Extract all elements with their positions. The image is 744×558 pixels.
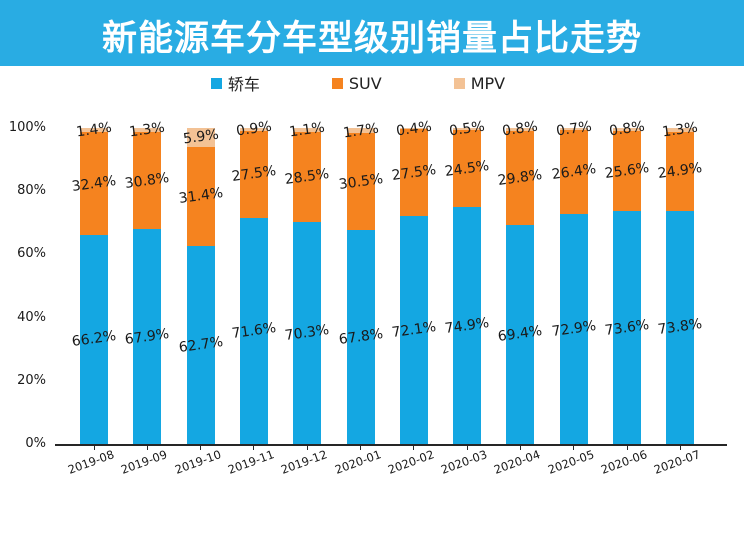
bar-segment-SUV-2020-05 bbox=[559, 130, 588, 214]
bar-segment-MPV-2020-06 bbox=[613, 128, 641, 131]
bar-segment-MPV-2020-02 bbox=[399, 128, 428, 130]
legend-label: MPV bbox=[470, 73, 506, 93]
x-tick-mark bbox=[146, 446, 148, 450]
bar-segment-MPV-2020-01 bbox=[346, 128, 375, 134]
y-tick-label: 80% bbox=[17, 183, 46, 199]
bar-segment-MPV-2019-09 bbox=[133, 128, 162, 133]
bar-segment-轿车-2020-07 bbox=[666, 210, 695, 444]
legend-label: SUV bbox=[348, 73, 382, 93]
chart-area: 0% 20% 40% 60% 80% 100% 66.2% 32.4% 1.4% 2019-08 6… bbox=[0, 100, 744, 558]
bar-segment-轿车-2020-01 bbox=[346, 229, 375, 444]
x-tick-mark bbox=[573, 446, 575, 450]
bar-segment-MPV-2019-10 bbox=[186, 128, 215, 147]
bar-segment-SUV-2020-06 bbox=[613, 130, 641, 212]
bar-segment-SUV-2020-04 bbox=[506, 130, 535, 225]
x-tick-mark bbox=[306, 446, 308, 450]
x-tick-mark bbox=[466, 446, 468, 450]
legend-item-MPV: MPV bbox=[453, 73, 506, 93]
bar-segment-MPV-2020-05 bbox=[559, 128, 588, 131]
y-tick-label: 20% bbox=[17, 372, 46, 388]
bar-segment-SUV-2019-08 bbox=[80, 132, 108, 235]
y-tick-label: 40% bbox=[17, 309, 46, 325]
x-tick-mark bbox=[200, 446, 202, 450]
x-tick-mark bbox=[253, 446, 255, 450]
x-tick-mark bbox=[413, 446, 415, 450]
y-tick-label: 60% bbox=[17, 246, 46, 262]
y-tick-label: 0% bbox=[25, 436, 46, 451]
bar-segment-SUV-2019-09 bbox=[133, 132, 162, 230]
legend-item-轿车: 轿车 bbox=[210, 71, 260, 95]
chart-title: 新能源车分车型级别销量占比走势 bbox=[101, 18, 642, 59]
legend-swatch-icon bbox=[331, 77, 343, 89]
legend-item-SUV: SUV bbox=[331, 73, 382, 93]
bar-segment-轿车-2020-03 bbox=[453, 207, 482, 444]
bar-segment-SUV-2019-12 bbox=[293, 131, 322, 222]
bar-segment-轿车-2020-06 bbox=[613, 211, 641, 444]
bar-segment-轿车-2020-04 bbox=[506, 224, 535, 444]
legend-label: 轿车 bbox=[227, 75, 260, 94]
bar-segment-SUV-2020-03 bbox=[453, 129, 482, 208]
bar-segment-SUV-2019-11 bbox=[239, 130, 268, 218]
y-tick-label: 100% bbox=[8, 120, 46, 135]
bar-segment-MPV-2020-07 bbox=[666, 128, 695, 133]
bar-segment-MPV-2020-03 bbox=[453, 128, 482, 130]
x-tick-mark bbox=[679, 446, 681, 450]
bar-segment-轿车-2019-09 bbox=[133, 229, 162, 444]
bar-segment-轿车-2019-11 bbox=[239, 217, 268, 444]
bar-segment-SUV-2019-10 bbox=[186, 146, 215, 246]
x-tick-mark bbox=[519, 446, 521, 450]
legend: 轿车 SUV MPV bbox=[0, 66, 744, 100]
bar-segment-SUV-2020-02 bbox=[399, 129, 428, 217]
bar-segment-轿车-2020-02 bbox=[399, 216, 428, 444]
title-banner: 新能源车分车型级别销量占比走势 bbox=[0, 0, 744, 66]
bar-segment-SUV-2020-01 bbox=[346, 133, 375, 230]
bar-segment-MPV-2019-12 bbox=[293, 128, 322, 132]
bar-segment-MPV-2020-04 bbox=[506, 128, 535, 131]
bar-segment-轿车-2019-08 bbox=[80, 234, 108, 444]
bar-segment-MPV-2019-08 bbox=[80, 128, 108, 133]
x-tick-mark bbox=[360, 446, 361, 450]
x-axis-line bbox=[55, 444, 727, 446]
bar-segment-MPV-2019-11 bbox=[239, 128, 268, 131]
legend-swatch-icon bbox=[210, 77, 222, 89]
x-tick-mark bbox=[93, 446, 95, 450]
bar-segment-轿车-2019-12 bbox=[293, 221, 322, 444]
bar-segment-SUV-2020-07 bbox=[666, 132, 695, 211]
x-tick-mark bbox=[626, 446, 628, 450]
bar-segment-轿车-2020-05 bbox=[559, 213, 588, 444]
bar-segment-轿车-2019-10 bbox=[186, 245, 215, 444]
legend-swatch-icon bbox=[453, 77, 465, 89]
